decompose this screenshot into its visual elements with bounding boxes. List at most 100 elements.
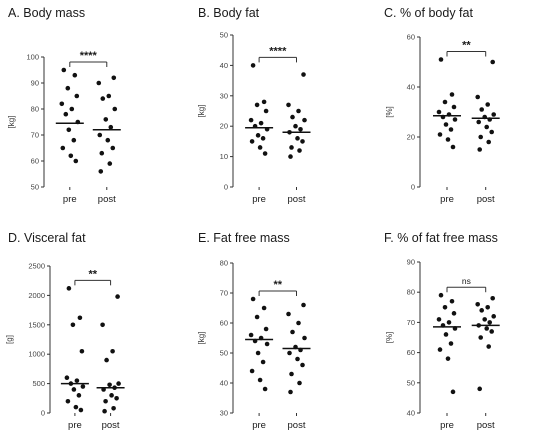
y-tick-label: 1500 — [28, 320, 45, 329]
data-point-pre — [64, 375, 70, 381]
significance-label: ** — [462, 40, 471, 52]
data-point-pre — [79, 348, 85, 354]
data-point-pre — [445, 356, 451, 361]
y-tick-label: 40 — [220, 379, 228, 388]
data-point-pre — [63, 111, 69, 117]
data-point-post — [106, 93, 112, 99]
data-point-pre — [73, 158, 79, 164]
y-tick-label: 60 — [220, 319, 228, 328]
data-point-pre — [449, 92, 455, 97]
data-point-pre — [248, 117, 254, 123]
y-tick-label: 2500 — [28, 262, 45, 271]
data-point-pre — [436, 109, 442, 115]
data-point-pre — [66, 286, 72, 291]
y-axis-label: [g] — [5, 335, 14, 344]
x-tick-label-pre: pre — [252, 420, 266, 431]
y-tick-label: 0 — [224, 183, 228, 192]
data-point-post — [486, 344, 492, 349]
data-point-pre — [254, 102, 260, 108]
data-point-post — [297, 380, 302, 386]
data-point-pre — [78, 407, 84, 413]
data-point-pre — [255, 350, 261, 356]
data-point-post — [112, 106, 118, 112]
y-tick-label: 40 — [407, 409, 415, 418]
data-point-pre — [261, 99, 267, 105]
y-tick-label: 60 — [31, 157, 39, 166]
y-axis-label: [kg] — [197, 105, 206, 118]
chart-title: A. Body mass — [8, 6, 85, 20]
y-tick-label: 40 — [220, 61, 228, 70]
y-tick-label: 100 — [26, 53, 39, 62]
data-point-pre — [66, 127, 72, 133]
data-point-post — [288, 154, 293, 159]
y-axis-label: [kg] — [197, 332, 206, 345]
significance-label: ** — [274, 279, 283, 291]
data-point-pre — [76, 393, 82, 398]
data-point-pre — [450, 389, 456, 395]
significance-label: **** — [80, 50, 98, 62]
data-point-post — [107, 161, 113, 166]
data-point-post — [110, 348, 115, 354]
x-tick-label-pre: pre — [440, 194, 454, 205]
data-point-pre — [438, 57, 444, 62]
data-point-pre — [260, 359, 266, 365]
data-point-post — [103, 117, 109, 122]
y-axis-label: [%] — [385, 106, 394, 118]
chart-title: C. % of body fat — [384, 6, 473, 20]
x-tick-label-pre: pre — [252, 194, 266, 205]
data-point-post — [115, 294, 120, 299]
chart-title: F. % of fat free mass — [384, 231, 498, 245]
chart-panel-3: C. % of body fat 0 20 40 60 [%] pre post ** — [384, 6, 500, 205]
data-point-pre — [451, 104, 457, 110]
data-point-pre — [450, 144, 456, 150]
data-point-pre — [437, 347, 443, 352]
data-point-post — [295, 356, 300, 362]
y-tick-label: 20 — [220, 122, 228, 131]
data-point-post — [110, 145, 116, 151]
data-point-pre — [68, 153, 74, 159]
chart-title: B. Body fat — [198, 6, 260, 20]
data-point-pre — [255, 133, 261, 138]
significance-label: **** — [269, 45, 287, 57]
chart-panel-4: D. Visceral fat 0 500 1000 1500 2000 2500 [g] pr… — [5, 231, 125, 431]
data-point-pre — [257, 145, 263, 150]
data-point-pre — [261, 305, 267, 311]
data-point-post — [482, 317, 488, 322]
data-point-post — [96, 80, 102, 86]
data-point-post — [290, 329, 295, 335]
x-tick-label-pre: pre — [63, 194, 77, 205]
chart-panel-1: A. Body mass 50 60 70 80 90 100 [kg] pre post **** — [7, 6, 121, 205]
data-point-post — [102, 408, 107, 414]
data-point-pre — [436, 317, 442, 322]
x-tick-label-post: post — [98, 194, 116, 205]
y-tick-label: 50 — [407, 378, 415, 387]
data-point-pre — [77, 315, 83, 321]
data-point-pre — [74, 378, 80, 383]
data-point-pre — [446, 320, 452, 325]
data-point-post — [478, 335, 484, 340]
data-point-pre — [248, 332, 254, 338]
data-point-pre — [72, 72, 78, 78]
data-point-pre — [258, 120, 264, 126]
data-point-pre — [437, 132, 443, 137]
y-tick-label: 30 — [220, 91, 228, 100]
x-tick-label-post: post — [288, 194, 306, 205]
y-tick-label: 50 — [220, 31, 228, 40]
data-point-post — [295, 136, 300, 141]
data-point-post — [486, 139, 492, 145]
chart-panel-5: E. Fat free mass 30 40 50 60 70 80 [kg] pre post *… — [197, 231, 311, 431]
data-point-pre — [442, 99, 448, 105]
y-tick-label: 10 — [220, 152, 228, 161]
data-point-pre — [448, 341, 454, 346]
y-tick-label: 80 — [31, 105, 39, 114]
data-point-post — [108, 124, 114, 130]
data-point-post — [290, 114, 295, 120]
data-point-pre — [61, 67, 67, 73]
data-point-post — [116, 381, 121, 386]
y-tick-label: 60 — [407, 33, 415, 42]
significance-label: ** — [88, 268, 97, 280]
data-point-post — [485, 305, 491, 310]
data-point-post — [491, 112, 497, 117]
data-point-post — [289, 371, 294, 377]
